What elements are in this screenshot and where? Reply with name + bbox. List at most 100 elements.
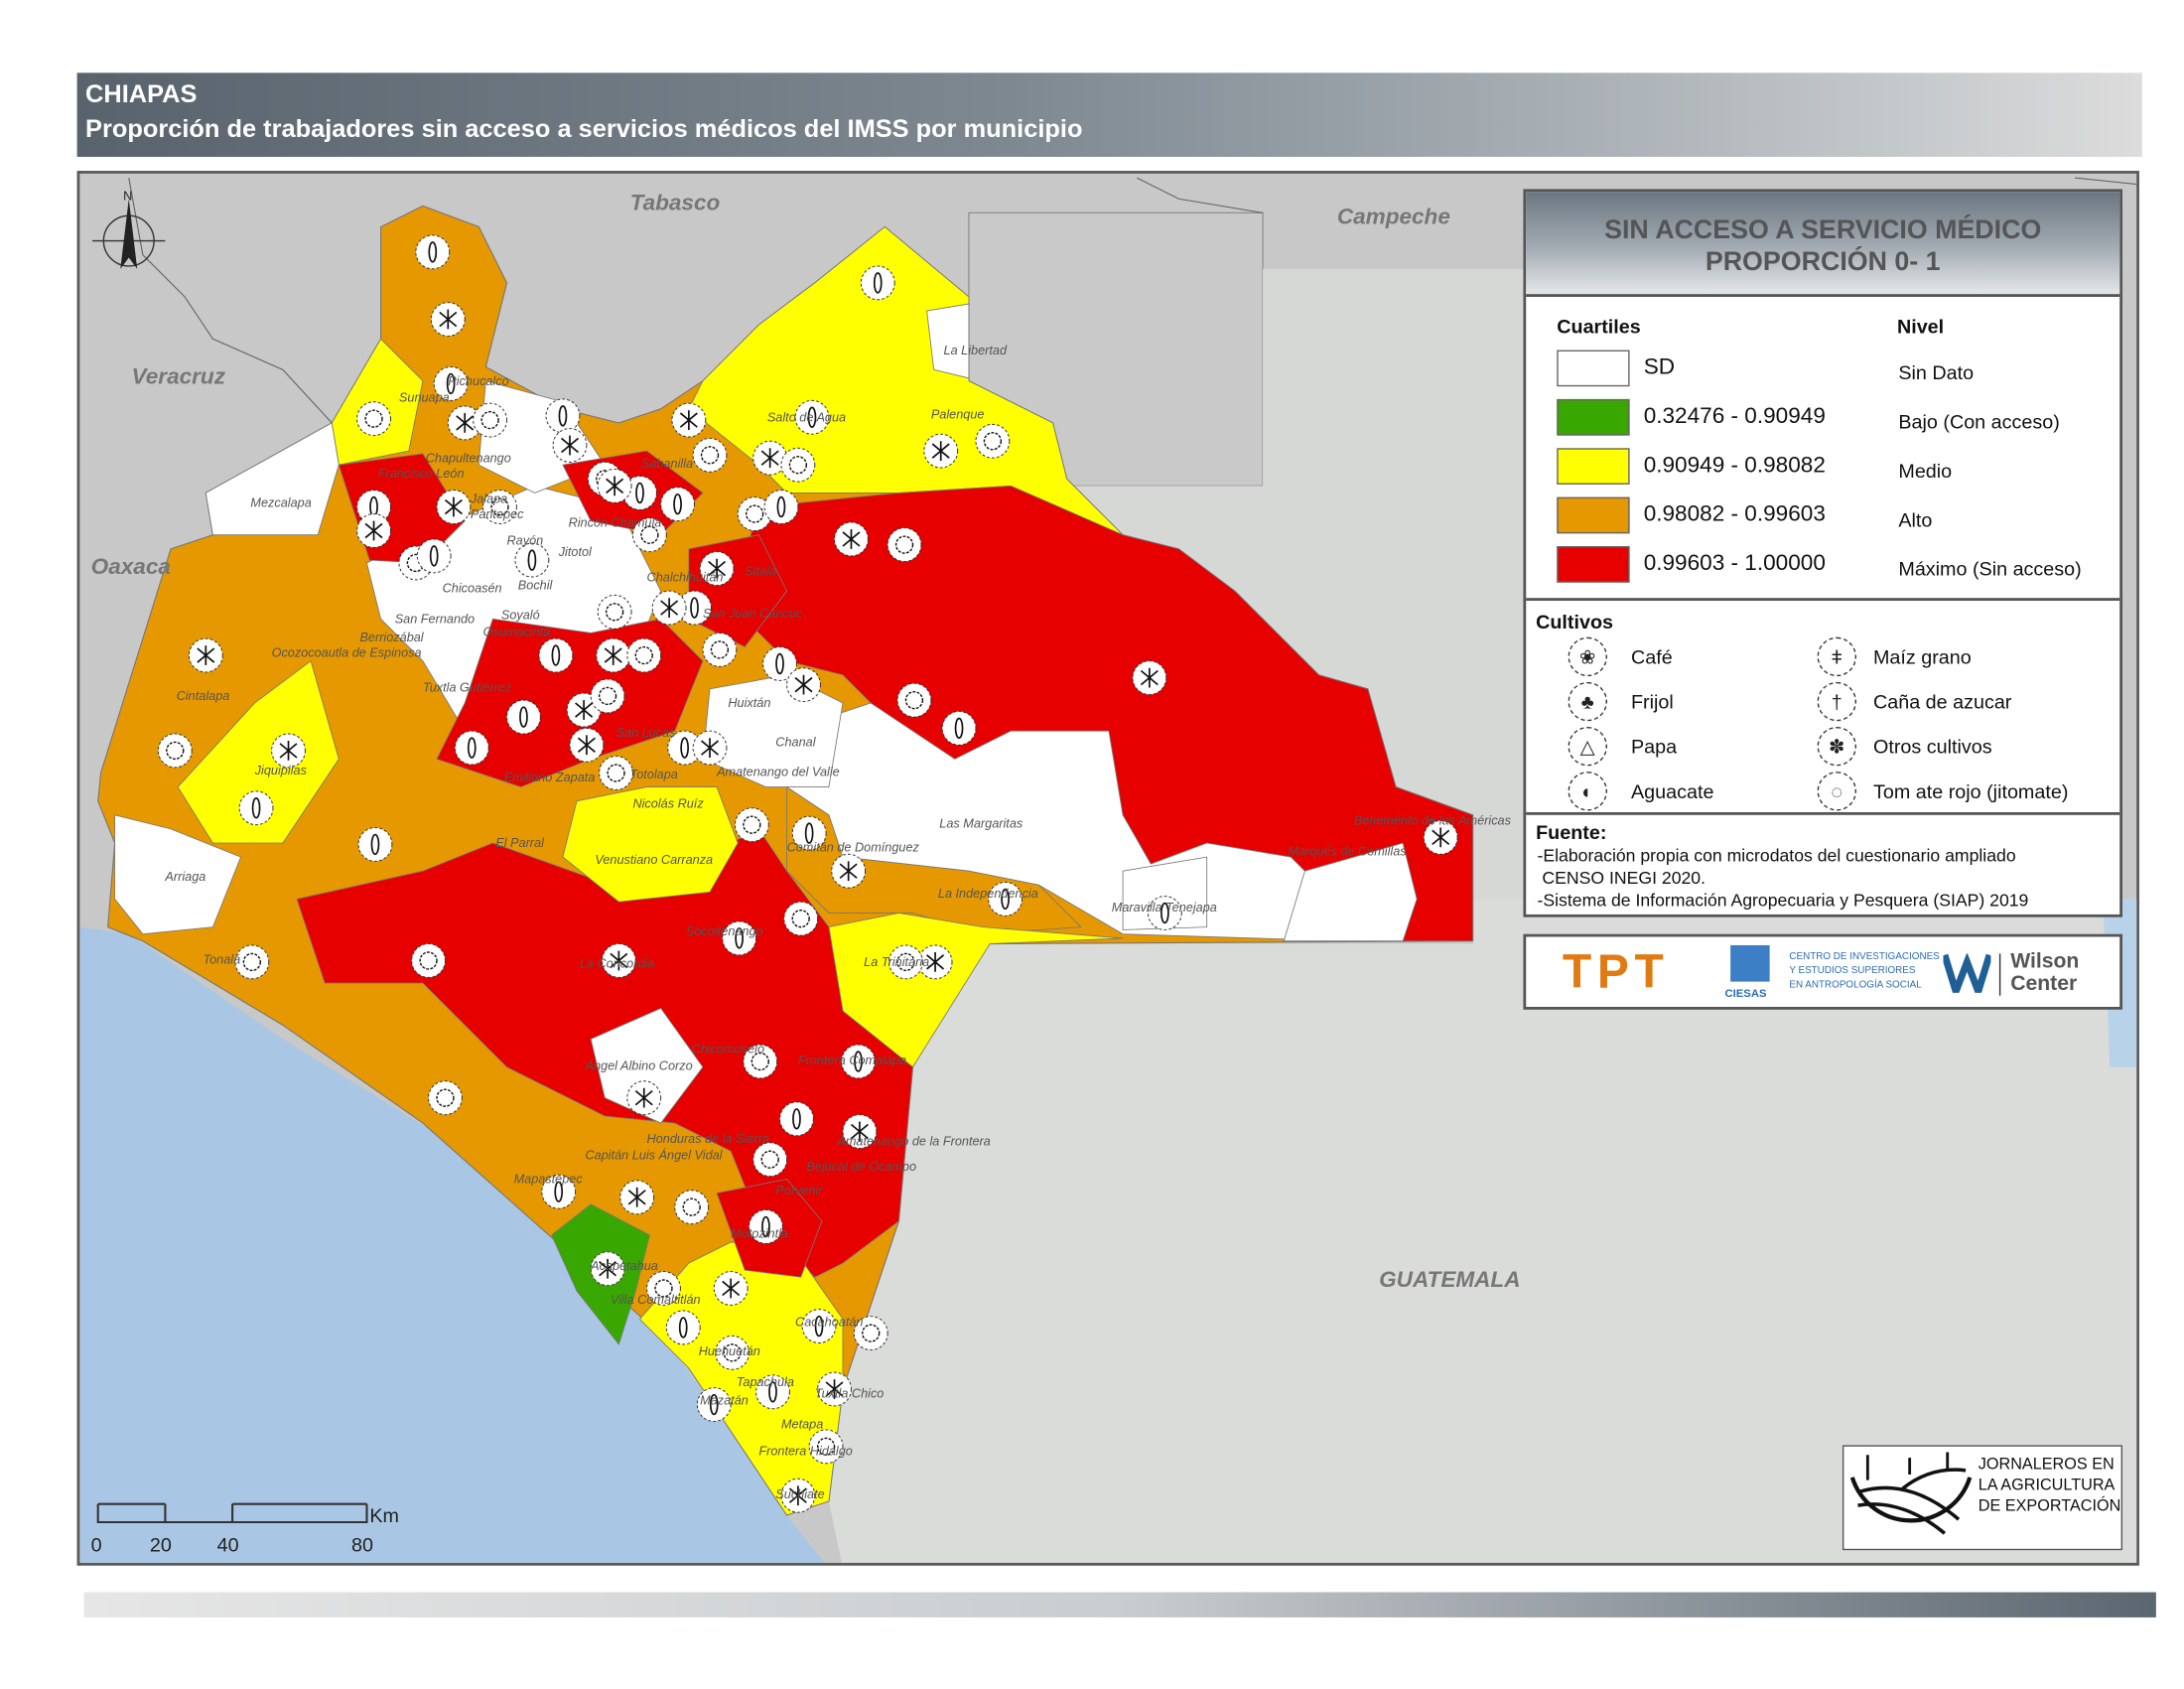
municipality-label: Tapachula xyxy=(737,1375,794,1389)
crop-symbol-icon xyxy=(722,920,757,956)
ciesas-logo: CENTRO DE INVESTIGACIONES Y ESTUDIOS SUP… xyxy=(1789,951,1939,993)
label-oaxaca: Oaxaca xyxy=(91,554,171,579)
crop-symbol-icon xyxy=(646,1271,681,1306)
crop-symbol-icon xyxy=(356,401,391,437)
municipality-label: Maravilla Tenejapa xyxy=(1112,901,1217,915)
tomato-icon: ◌ xyxy=(1817,772,1857,811)
crop-symbol-icon xyxy=(808,1429,844,1465)
municipality-label: Sabanilla xyxy=(641,457,693,471)
crop-symbol-icon xyxy=(755,1374,790,1410)
municipality-label: Cacahoatán xyxy=(795,1316,863,1330)
tpt-logo: TPT xyxy=(1562,944,1670,999)
municipality-label: Sunuapa xyxy=(399,391,450,405)
crop-symbol-icon xyxy=(831,853,867,889)
municipality-label: Honduras de la Sierra xyxy=(647,1132,769,1146)
bean-icon: ♣ xyxy=(1568,681,1608,722)
municipality-label: Huehuetán xyxy=(699,1344,760,1358)
crop-symbol-icon xyxy=(356,513,391,548)
municipality-label: Chicomuselo xyxy=(692,1043,764,1056)
crop-symbol-icon xyxy=(454,730,489,766)
map-subtitle: Proporción de trabajadores sin acceso a … xyxy=(85,114,1083,143)
crop-symbol-icon xyxy=(817,1371,852,1407)
legend-swatch xyxy=(1557,398,1630,436)
region-carranza-medio xyxy=(562,786,739,903)
crop-symbol-icon xyxy=(896,682,932,718)
crop-symbol-icon xyxy=(433,366,469,401)
guatemala-north-region xyxy=(1066,268,1527,900)
region-comillas-sd xyxy=(1283,842,1418,942)
crop-symbol-icon xyxy=(482,490,517,524)
crop-symbol-icon xyxy=(238,790,274,826)
state-labels: Tabasco Campeche Veracruz Oaxaca GUATEMA… xyxy=(91,191,1521,1293)
municipality-label: Acapetahua xyxy=(590,1259,658,1273)
legend-swatch xyxy=(1557,350,1630,387)
crop-symbol-icon xyxy=(692,730,728,766)
crop-symbol-icon xyxy=(411,943,446,978)
municipality-label: Motozintla xyxy=(731,1227,788,1241)
wilson-divider xyxy=(1998,953,2001,996)
crop-symbol-icon xyxy=(428,1080,463,1116)
ciesas-icon xyxy=(1730,944,1770,982)
legend-panel: SIN ACCESO A SERVICIO MÉDICO PROPORCIÓN … xyxy=(1523,189,2123,917)
footer-bar xyxy=(83,1592,2156,1618)
legend-level: Máximo (Sin acceso) xyxy=(1898,557,2082,580)
legend-divider xyxy=(1526,811,2120,815)
source-line-2: CENSO INEGI 2020. xyxy=(1537,868,1706,889)
crop-symbol-icon xyxy=(1132,660,1167,696)
crop-symbol-icon xyxy=(696,1387,732,1422)
municipality-label: San Fernando xyxy=(395,613,475,627)
crop-symbol-icon xyxy=(506,699,541,735)
crop-label: Otros cultivos xyxy=(1872,735,1992,758)
crop-symbol-icon xyxy=(841,1044,876,1079)
crop-symbol-icon xyxy=(514,542,550,578)
crop-label: Papa xyxy=(1630,735,1678,758)
municipality-labels: Mezcalapa Cintalapa Jiquipilas Arriaga Tonal… xyxy=(164,344,1511,1501)
crop-symbol-icon xyxy=(743,1044,778,1079)
crop-symbol-icon xyxy=(415,234,451,270)
tabasco-border xyxy=(128,178,333,424)
crop-symbol-icon xyxy=(601,943,636,978)
region-jiquipilas-medio xyxy=(177,659,340,844)
crop-symbol-icon xyxy=(569,727,605,763)
crop-symbol-icon xyxy=(692,437,728,473)
municipality-label: Tuxtla Gutiérrez xyxy=(423,681,512,695)
crop-symbol-icon xyxy=(619,1180,655,1215)
jornaleros-line: DE EXPORTACIÓN xyxy=(1978,1498,2121,1515)
municipality-label: Las Margaritas xyxy=(939,816,1024,830)
legend-swatch xyxy=(1557,546,1630,583)
crop-symbol-icon xyxy=(1423,819,1458,855)
crop-symbol-icon xyxy=(430,302,466,337)
crop-symbol-icon xyxy=(651,590,687,626)
crop-label: Caña de azucar xyxy=(1872,690,2012,713)
region-maravilla-sd xyxy=(1122,856,1208,930)
crop-symbol-icon xyxy=(941,710,977,746)
municipality-label: Tuxtla Chico xyxy=(815,1386,885,1400)
scale-bar xyxy=(96,1502,368,1524)
campeche-border xyxy=(1136,177,1264,213)
legend-level: Sin Dato xyxy=(1898,360,1975,384)
crop-symbol-icon xyxy=(834,521,869,557)
legend-level: Alto xyxy=(1898,507,1933,531)
municipality-label: Soyaló xyxy=(501,608,540,622)
municipality-label: Emiliano Zapata xyxy=(504,771,596,784)
legend-range: 0.32476 - 0.90949 xyxy=(1643,404,1826,429)
legend-level: Medio xyxy=(1898,459,1953,483)
legend-title: SIN ACCESO A SERVICIO MÉDICO PROPORCIÓN … xyxy=(1526,192,2120,297)
municipality-label: Huixtán xyxy=(728,696,770,710)
municipality-label: Benemérito de las Américas xyxy=(1354,814,1512,828)
municipality-label: Jalapa xyxy=(470,492,507,505)
municipality-label: San Lucas xyxy=(616,726,677,740)
jornaleros-emblem-icon xyxy=(1849,1452,1973,1535)
municipality-label: Sitalá xyxy=(745,565,776,579)
municipality-label: Chapultenango xyxy=(426,451,511,465)
crop-symbol-icon xyxy=(660,487,696,522)
legend-range: 0.98082 - 0.99603 xyxy=(1643,502,1826,527)
wilson-line: Center xyxy=(2010,971,2078,996)
municipality-label: Rayón xyxy=(507,534,544,548)
crop-symbol-icon xyxy=(538,637,574,673)
crop-symbol-icon xyxy=(763,490,799,524)
north-arrow-icon: N xyxy=(92,190,166,269)
municipality-label: Totolapa xyxy=(630,768,678,781)
crop-symbol-icon xyxy=(357,826,393,862)
crop-symbol-icon xyxy=(671,402,707,438)
